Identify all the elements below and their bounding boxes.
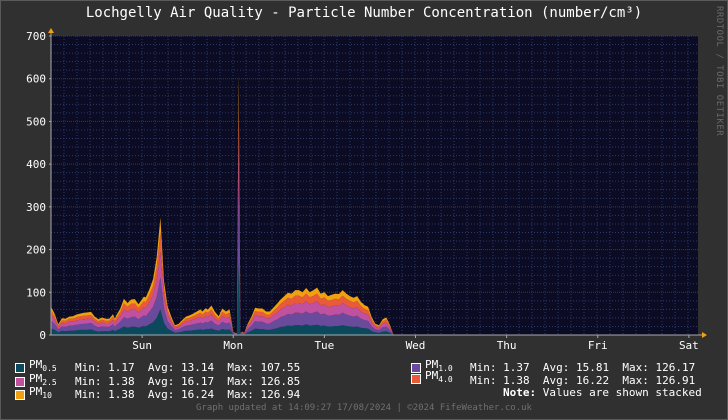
y-tick-label: 0 <box>39 329 46 342</box>
legend-label-pm40: PM4.0 <box>425 369 453 384</box>
legend-stats-pm25: Min: 1.38 Avg: 16.17 Max: 126.85 <box>75 375 301 388</box>
legend-stats-pm10: Min: 1.38 Avg: 16.24 Max: 126.94 <box>75 388 301 401</box>
legend-label-pm10-fine: PM1.0 <box>425 358 453 373</box>
x-tick-label: Sat <box>679 339 699 352</box>
chart-title: Lochgelly Air Quality - Particle Number … <box>85 5 643 21</box>
y-tick-label: 300 <box>26 201 46 214</box>
footer-credit: Graph updated at 14:09:27 17/08/2024 | ©… <box>196 403 532 413</box>
stacked-note: Note: Values are shown stacked <box>503 386 702 399</box>
x-tick-label: Tue <box>314 339 334 352</box>
x-tick-label: Fri <box>588 339 608 352</box>
legend-swatch-pm05 <box>15 363 25 373</box>
legend-swatch-pm10 <box>15 390 25 400</box>
y-tick-label: 600 <box>26 73 46 86</box>
y-tick-label: 500 <box>26 115 46 128</box>
legend-stats-pm05: Min: 1.17 Avg: 13.14 Max: 107.55 <box>75 361 301 374</box>
x-tick-label: Mon <box>223 339 243 352</box>
y-axis-arrow <box>48 28 54 33</box>
y-tick-label: 200 <box>26 244 46 257</box>
y-tick-label: 400 <box>26 158 46 171</box>
legend-stats-pm10-fine: Min: 1.37 Avg: 15.81 Max: 126.17 <box>470 361 696 374</box>
x-tick-label: Wed <box>406 339 426 352</box>
x-axis-arrow <box>702 332 707 338</box>
y-tick-label: 700 <box>26 30 46 43</box>
x-tick-label: Thu <box>497 339 517 352</box>
legend-label-pm05: PM0.5 <box>29 358 57 373</box>
y-tick-label: 100 <box>26 286 46 299</box>
rrdtool-watermark: RRDTOOL / TOBI OETIKER <box>714 6 724 137</box>
legend-stats-pm40: Min: 1.38 Avg: 16.22 Max: 126.91 <box>470 374 696 387</box>
legend-label-pm10: PM10 <box>29 385 52 400</box>
legend-swatch-pm40 <box>411 374 421 384</box>
legend-swatch-pm10-fine <box>411 363 421 373</box>
legend-label-pm25: PM2.5 <box>29 372 57 387</box>
legend-swatch-pm25 <box>15 377 25 387</box>
x-tick-label: Sun <box>132 339 152 352</box>
plot-area <box>51 36 698 335</box>
